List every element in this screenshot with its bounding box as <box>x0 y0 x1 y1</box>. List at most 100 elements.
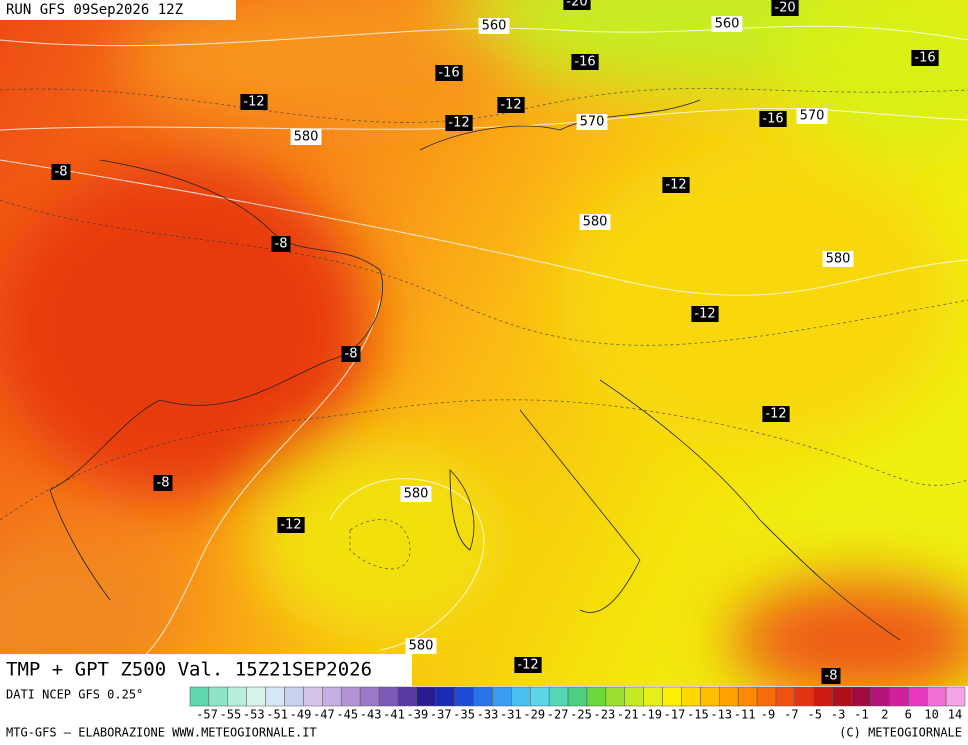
color-bar-label: -37 <box>430 708 452 722</box>
color-swatch <box>756 686 777 707</box>
contour-label-box <box>662 177 690 193</box>
color-bar-label: -53 <box>243 708 265 722</box>
color-bar-label: -51 <box>266 708 288 722</box>
contour-label: 580 <box>826 252 851 267</box>
contour-label-box <box>514 657 542 673</box>
contour-label: -12 <box>280 518 301 533</box>
contour-label: -12 <box>500 98 521 113</box>
contour-label-box <box>711 16 743 32</box>
contour-label-box <box>341 346 361 362</box>
color-swatch <box>719 686 739 707</box>
color-swatch <box>870 686 890 707</box>
contour-label: -20 <box>566 0 587 10</box>
color-swatch <box>889 686 909 707</box>
contour-label-box <box>563 0 591 10</box>
contour-label-box <box>771 0 799 16</box>
color-bar-label: -23 <box>594 708 616 722</box>
color-bar-label: 14 <box>948 708 962 722</box>
color-swatch <box>511 686 531 707</box>
color-swatch <box>586 686 607 707</box>
contour-labels: -20 -20 560 560 -16 -16 -16 -16 -12 -12 -12 -12 -12 -… <box>51 0 939 684</box>
color-bar-label: -1 <box>854 708 868 722</box>
color-swatch <box>208 686 229 707</box>
contour-label: -12 <box>665 178 686 193</box>
color-swatch <box>662 686 682 707</box>
color-swatch <box>624 686 644 707</box>
color-bar-label: 2 <box>881 708 888 722</box>
color-swatch <box>700 686 720 707</box>
color-bar-label: -31 <box>500 708 522 722</box>
contour-label-box <box>478 18 510 34</box>
color-swatch <box>189 686 210 707</box>
coastlines <box>49 99 901 641</box>
contour-label-box <box>405 638 437 654</box>
color-bar-label: -47 <box>313 708 335 722</box>
contour-label-box <box>497 97 525 113</box>
color-swatch <box>473 686 493 707</box>
contour-label-box <box>911 50 939 66</box>
color-bar-label: -27 <box>547 708 569 722</box>
contour-label: -8 <box>157 476 170 491</box>
color-bar-label: -17 <box>664 708 686 722</box>
color-swatch <box>832 686 852 707</box>
contour-label-box <box>576 114 608 130</box>
color-bar-label: -45 <box>336 708 358 722</box>
color-swatch <box>416 686 436 707</box>
color-swatch <box>643 686 663 707</box>
color-swatch <box>397 686 418 707</box>
color-swatch <box>813 686 833 707</box>
contour-label: -12 <box>243 95 264 110</box>
contour-label: -16 <box>914 51 935 66</box>
color-swatch <box>340 686 361 707</box>
contour-label-box <box>691 306 719 322</box>
color-swatch <box>737 686 758 707</box>
color-bar-label: -39 <box>407 708 429 722</box>
contour-label: 570 <box>800 109 825 124</box>
color-bar-label: -57 <box>196 708 218 722</box>
contour-label: -12 <box>765 407 786 422</box>
color-bar-label: 10 <box>924 708 938 722</box>
contour-label-box <box>579 214 611 230</box>
contour-label-box <box>762 406 790 422</box>
contour-label: 580 <box>404 487 429 502</box>
color-swatch <box>775 686 796 707</box>
contour-label: 560 <box>715 17 740 32</box>
color-bar-label: -29 <box>523 708 545 722</box>
contour-label: -16 <box>438 66 459 81</box>
contour-label-box <box>445 115 473 131</box>
color-swatch <box>926 686 947 707</box>
contour-label: -12 <box>448 116 469 131</box>
contour-label-box <box>796 108 828 124</box>
contour-label-box <box>821 668 841 684</box>
color-bar-label: -19 <box>640 708 662 722</box>
color-bar-label: -5 <box>808 708 822 722</box>
source-label: DATI NCEP GFS 0.25° <box>6 688 143 702</box>
color-swatch <box>851 686 871 707</box>
color-bar: -57 -55 -53 -51 -49 -47 -45 -43 -41 -39 -37 -35 -33-… <box>189 686 966 722</box>
color-bar-label: -49 <box>290 708 312 722</box>
color-swatch <box>359 686 380 707</box>
contour-label: 570 <box>580 115 605 130</box>
contour-label: 580 <box>409 639 434 654</box>
color-swatch <box>284 686 304 707</box>
color-bar-label: -13 <box>710 708 732 722</box>
footer-left: MTG-GFS – ELABORAZIONE WWW.METEOGIORNALE… <box>6 726 317 740</box>
contour-label: -12 <box>517 658 538 673</box>
color-swatch <box>681 686 701 707</box>
color-swatch <box>567 686 588 707</box>
map-title: TMP + GPT Z500 Val. 15Z21SEP2026 <box>6 659 372 681</box>
contour-label-box <box>822 251 854 267</box>
color-bar-label: -11 <box>734 708 756 722</box>
color-swatch <box>265 686 285 707</box>
color-bar-label: 6 <box>905 708 912 722</box>
contour-label: -8 <box>345 347 358 362</box>
contour-label: -8 <box>55 165 68 180</box>
color-bar-label: -9 <box>761 708 775 722</box>
color-swatch <box>945 686 966 707</box>
contour-label-box <box>435 65 463 81</box>
color-swatch <box>435 686 455 707</box>
color-bar-label: -33 <box>477 708 499 722</box>
contour-label: 560 <box>482 19 507 34</box>
color-bar-label: -7 <box>784 708 798 722</box>
